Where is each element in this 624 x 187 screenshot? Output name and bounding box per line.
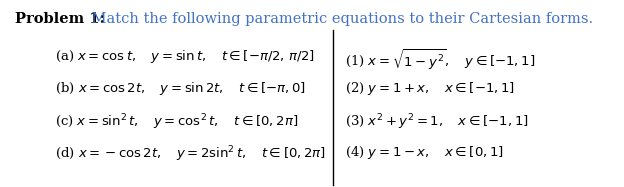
Text: Problem 1:: Problem 1: — [15, 12, 105, 26]
Text: Match the following parametric equations to their Cartesian forms.: Match the following parametric equations… — [87, 12, 593, 26]
Text: (1) $x = \sqrt{1 - y^2},\quad y\in [-1, 1]$: (1) $x = \sqrt{1 - y^2},\quad y\in [-1, … — [345, 48, 535, 72]
Text: (c) $x = \sin^2 t,\quad y = \cos^2 t,\quad t\in [0, 2\pi]$: (c) $x = \sin^2 t,\quad y = \cos^2 t,\qu… — [55, 112, 298, 132]
Text: (3) $x^2 + y^2 = 1,\quad x\in [-1, 1]$: (3) $x^2 + y^2 = 1,\quad x\in [-1, 1]$ — [345, 112, 529, 132]
Text: (2) $y = 1 + x,\quad x\in [-1, 1]$: (2) $y = 1 + x,\quad x\in [-1, 1]$ — [345, 80, 515, 97]
Text: (a) $x = \cos t,\quad y = \sin t,\quad t\in [-\pi/2,\, \pi/2]$: (a) $x = \cos t,\quad y = \sin t,\quad t… — [55, 48, 315, 65]
Text: (4) $y = 1 - x,\quad x\in [0, 1]$: (4) $y = 1 - x,\quad x\in [0, 1]$ — [345, 144, 504, 161]
Text: (d) $x = -\cos 2t,\quad y = 2\sin^2 t,\quad t\in [0, 2\pi]$: (d) $x = -\cos 2t,\quad y = 2\sin^2 t,\q… — [55, 144, 326, 164]
Text: (b) $x = \cos 2t,\quad y = \sin 2t,\quad t\in [-\pi, 0]$: (b) $x = \cos 2t,\quad y = \sin 2t,\quad… — [55, 80, 306, 97]
